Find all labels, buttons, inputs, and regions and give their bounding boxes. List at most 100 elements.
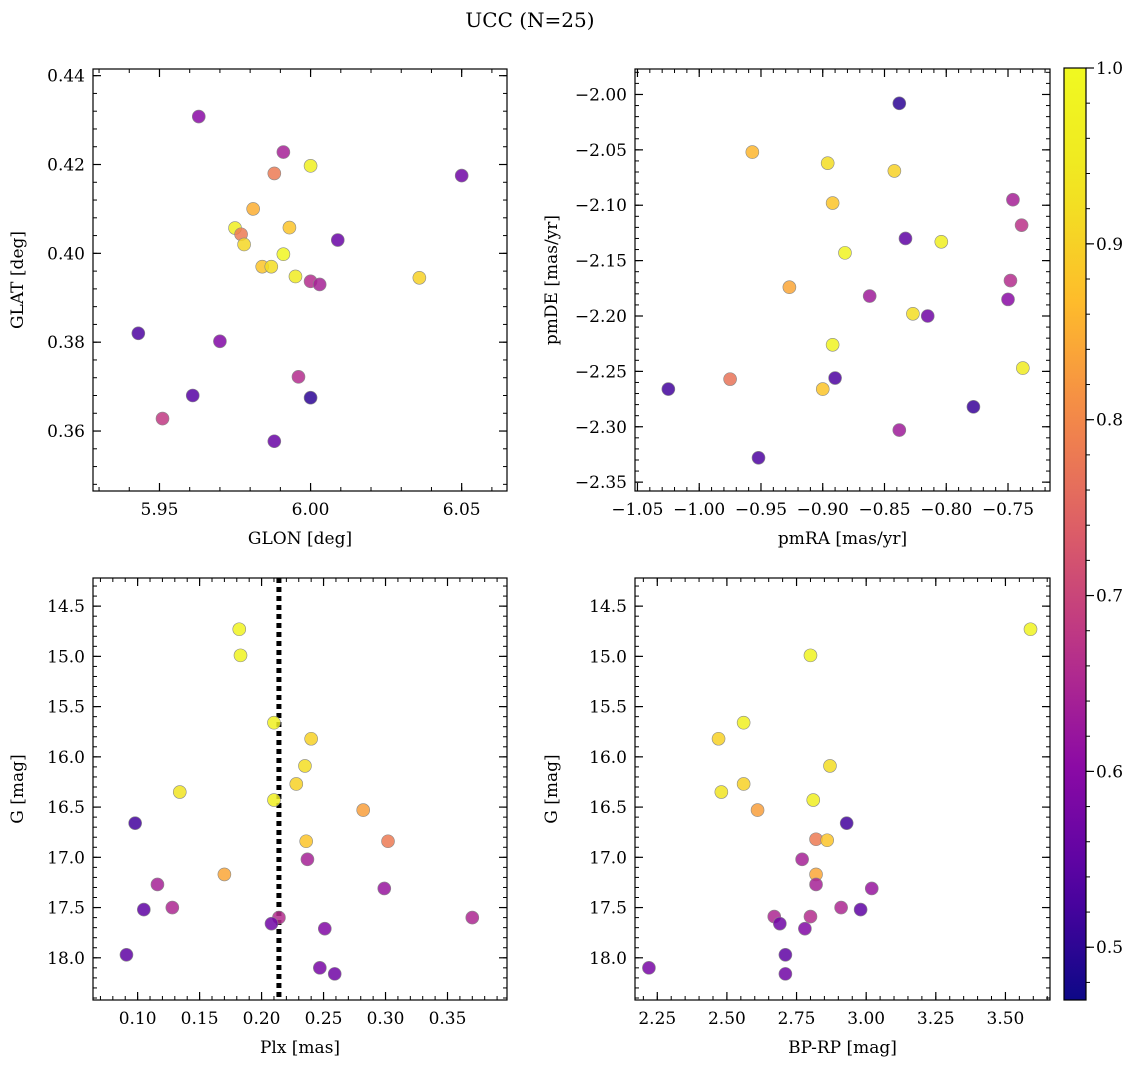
pmra-pmde-panel: −1.05 −1.00 −0.95 −0.90 −0.85 −0.80 −0.75 −2.35… xyxy=(542,68,1051,549)
y-tick-label: 15.0 xyxy=(589,647,627,667)
figure-title: UCC (N=25) xyxy=(465,8,595,32)
data-point xyxy=(887,164,902,178)
y-tick-label: 18.0 xyxy=(589,949,627,969)
data-point xyxy=(267,434,282,449)
data-point xyxy=(312,277,327,292)
y-tick-label: −2.05 xyxy=(575,141,627,161)
y-tick-label: −2.15 xyxy=(575,252,627,272)
colorbar-tick-label: 0.8 xyxy=(1096,411,1123,431)
y-tick-label: 15.5 xyxy=(589,698,627,718)
data-point xyxy=(736,777,751,791)
x-axis-label: Plx [mas] xyxy=(260,1038,340,1058)
data-point xyxy=(233,648,248,663)
data-point xyxy=(298,759,312,773)
data-point xyxy=(803,909,818,924)
x-tick-label: 0.10 xyxy=(119,1009,157,1029)
colorbar-tick-label: 0.6 xyxy=(1096,762,1123,782)
y-tick-label: 0.36 xyxy=(47,422,85,442)
data-point xyxy=(282,220,297,235)
plx-g-panel: 0.10 0.15 0.20 0.25 0.30 0.35 14.5 15.0 15.5 16.0… xyxy=(8,577,508,1058)
data-point xyxy=(823,759,837,773)
data-point xyxy=(313,961,327,975)
data-point xyxy=(327,967,342,981)
y-tick-label: −2.00 xyxy=(575,85,627,105)
x-tick-label: 3.25 xyxy=(917,1009,955,1029)
data-point xyxy=(299,834,313,849)
data-point xyxy=(782,280,797,294)
y-tick-label: 18.0 xyxy=(47,949,85,969)
data-point xyxy=(267,715,281,730)
y-tick-label: −2.25 xyxy=(575,362,627,382)
y-tick-label: −2.35 xyxy=(575,473,627,493)
data-point xyxy=(809,877,823,892)
colorbar-tick-label: 0.5 xyxy=(1096,938,1123,958)
data-point xyxy=(661,382,676,396)
data-point xyxy=(906,306,920,321)
data-point xyxy=(934,234,949,249)
y-tick-label: 15.5 xyxy=(47,698,85,718)
data-point xyxy=(815,382,830,396)
y-tick-label: 16.0 xyxy=(589,748,627,768)
data-point xyxy=(892,96,907,111)
colorbar-tick-label: 0.9 xyxy=(1096,235,1123,255)
data-point xyxy=(723,372,737,386)
data-point xyxy=(150,877,165,892)
data-point xyxy=(1001,292,1015,307)
data-point xyxy=(412,270,427,285)
y-tick-label: 14.5 xyxy=(47,597,85,617)
data-point xyxy=(291,370,306,384)
y-tick-label: −2.10 xyxy=(575,196,627,216)
data-point xyxy=(745,145,760,159)
data-point xyxy=(246,202,260,216)
data-point xyxy=(828,371,842,385)
data-point xyxy=(276,247,291,262)
y-tick-label: 17.5 xyxy=(589,899,627,919)
data-point xyxy=(825,196,840,210)
glon-glat-panel: 5.95 6.00 6.05 0.36 0.38 0.40 0.42 0.44 GLON [de… xyxy=(8,67,508,549)
x-tick-label: 0.15 xyxy=(181,1009,219,1029)
data-point xyxy=(839,816,854,830)
x-tick-label: −0.90 xyxy=(797,500,849,520)
x-tick-label: 2.75 xyxy=(778,1009,816,1029)
data-point xyxy=(778,947,793,962)
x-tick-label: 5.95 xyxy=(141,500,179,520)
x-tick-label: −0.85 xyxy=(858,500,910,520)
y-axis-label: GLAT [deg] xyxy=(8,231,28,329)
colorbar-tick-label: 0.7 xyxy=(1096,587,1123,607)
data-point xyxy=(1023,622,1038,637)
y-tick-label: 15.0 xyxy=(47,647,85,667)
x-tick-label: 0.25 xyxy=(305,1009,343,1029)
x-tick-label: 0.30 xyxy=(367,1009,405,1029)
colorbar-gradient xyxy=(1063,67,1087,1001)
y-tick-label: −2.20 xyxy=(575,307,627,327)
data-point xyxy=(264,259,279,274)
x-tick-label: −1.00 xyxy=(673,500,725,520)
x-tick-label: 6.05 xyxy=(443,500,481,520)
y-axis-label: pmDE [mas/yr] xyxy=(542,215,562,345)
data-point xyxy=(381,834,395,849)
data-point xyxy=(267,166,282,181)
data-point xyxy=(966,400,981,414)
data-point xyxy=(751,450,766,465)
data-point xyxy=(155,411,170,426)
data-point xyxy=(803,648,818,663)
x-tick-label: 3.50 xyxy=(987,1009,1025,1029)
data-point xyxy=(864,881,879,896)
data-point xyxy=(1016,361,1030,375)
data-point xyxy=(1003,273,1018,288)
data-point xyxy=(289,777,304,791)
y-tick-label: 17.0 xyxy=(589,848,627,868)
data-point xyxy=(714,785,729,799)
data-point xyxy=(300,852,315,867)
plot-area xyxy=(634,577,1051,1001)
data-point xyxy=(798,921,812,936)
data-point xyxy=(642,961,656,975)
x-tick-label: 0.35 xyxy=(429,1009,467,1029)
data-point xyxy=(465,910,480,925)
data-point xyxy=(185,388,200,403)
data-point xyxy=(454,168,469,183)
colorbar-tick-label: 1.0 xyxy=(1096,59,1123,79)
y-tick-label: 0.40 xyxy=(47,244,85,264)
data-point xyxy=(834,900,848,915)
data-point xyxy=(862,289,877,303)
